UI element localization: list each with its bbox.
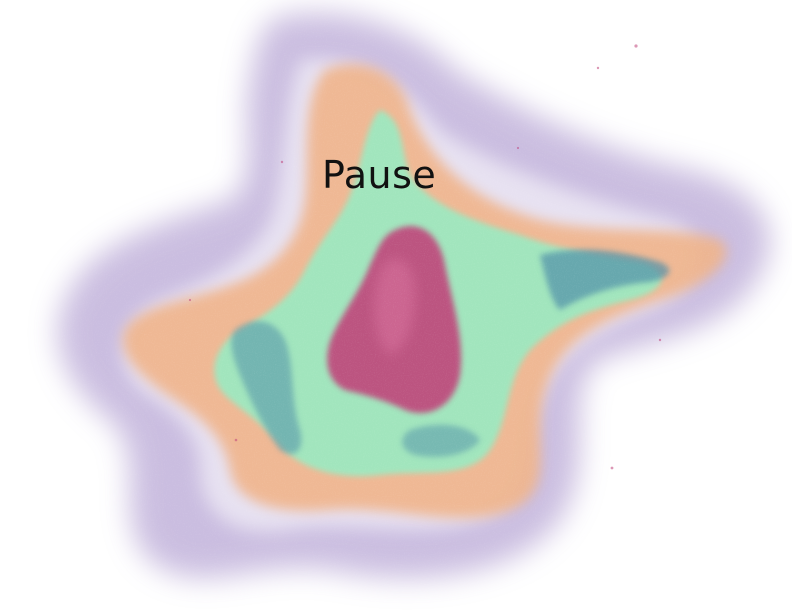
pause-button[interactable]: Pause bbox=[322, 153, 437, 197]
scattered-dots bbox=[188, 44, 662, 470]
